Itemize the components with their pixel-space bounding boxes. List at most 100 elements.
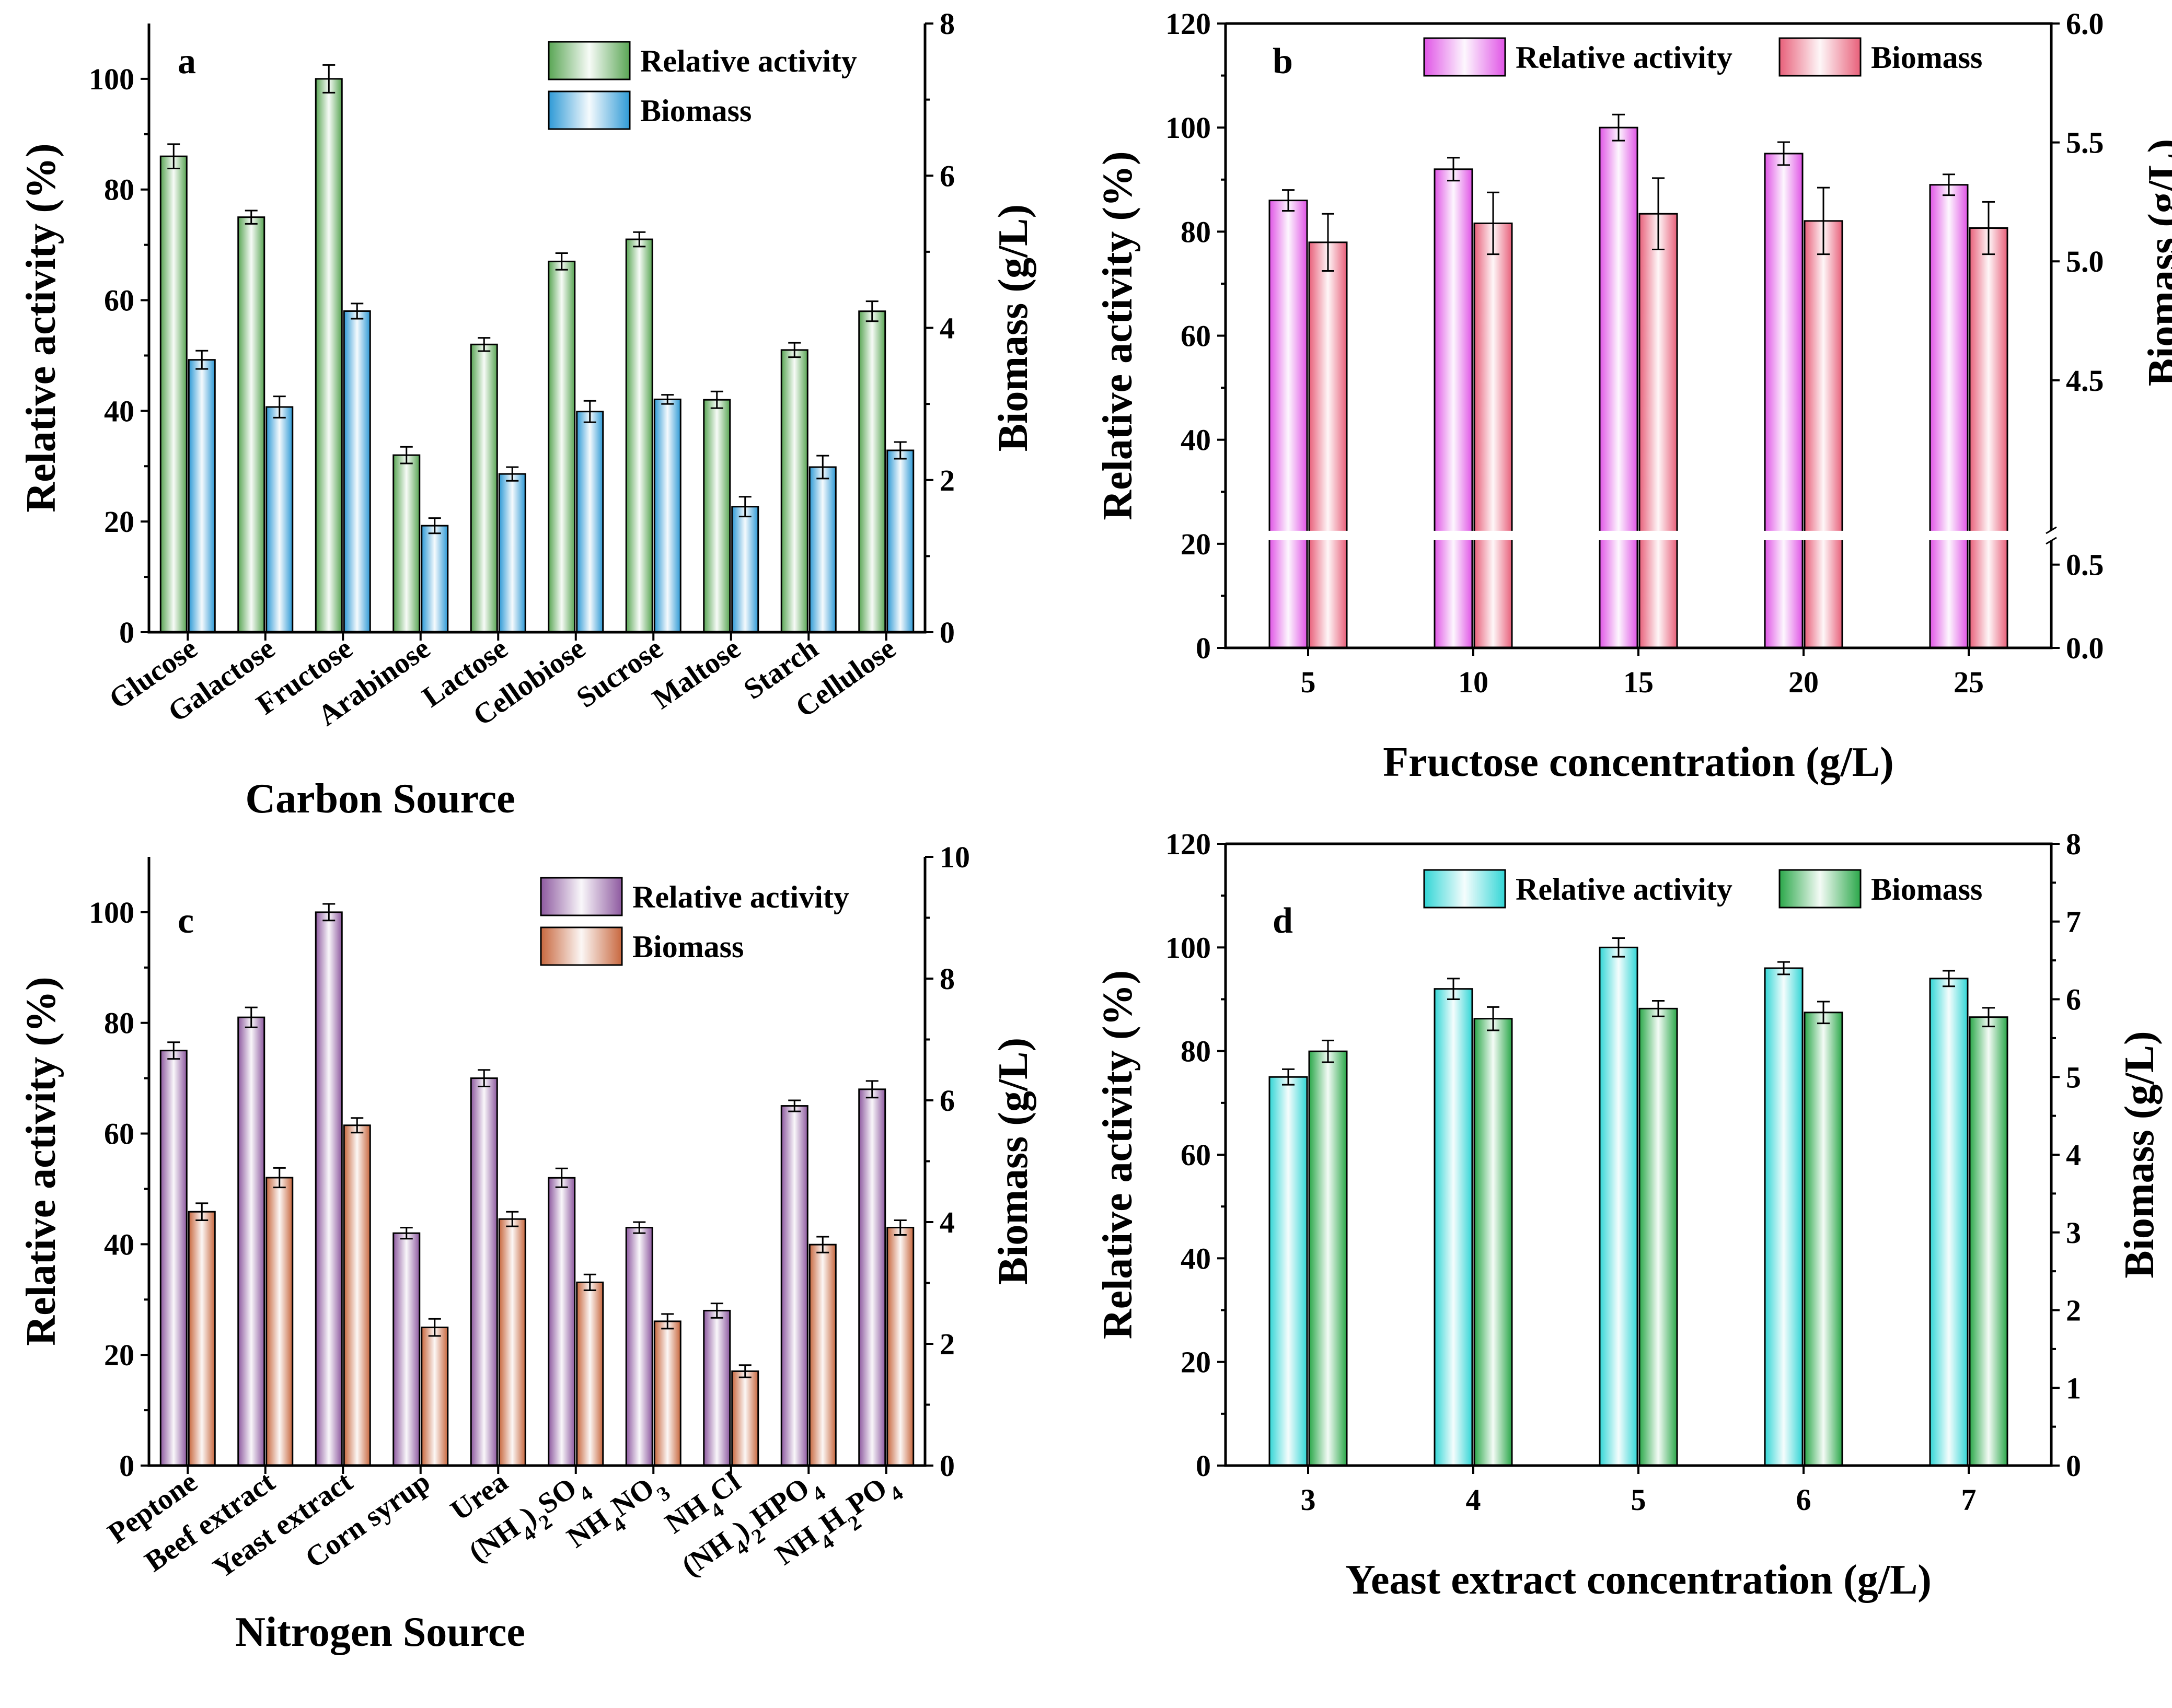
- right-tick-label-d: 5: [2066, 1060, 2081, 1094]
- bar-d-relative-activity-0: [1268, 1076, 1308, 1467]
- axis-frame-b: [1224, 22, 2053, 649]
- left-axis-title-d: Relative activity (%): [1095, 970, 1141, 1339]
- bar-b-biomass-2: [1638, 213, 1678, 649]
- bar-a-biomass-1: [265, 406, 294, 633]
- error-bar-a-0-9: [865, 300, 879, 322]
- error-bar-a-1-7: [738, 496, 752, 518]
- left-tick-label-d: 60: [1181, 1138, 1211, 1172]
- bar-d-relative-activity-3: [1764, 967, 1804, 1467]
- legend-swatch-c-1: [540, 926, 623, 966]
- bar-b-relative-activity-0: [1268, 200, 1308, 649]
- error-bar-d-0-3: [1777, 961, 1790, 975]
- left-tick-label-b: 80: [1181, 215, 1211, 249]
- error-bar-a-1-4: [506, 466, 519, 482]
- bar-c-relative-activity-5: [548, 1177, 576, 1467]
- legend-label-d-1: Biomass: [1871, 872, 1982, 907]
- error-bar-a-1-1: [273, 396, 286, 419]
- legend-swatch-a-0: [548, 41, 631, 80]
- left-axis-title-a: Relative activity (%): [18, 143, 64, 512]
- right-tick-label-d: 4: [2066, 1138, 2081, 1172]
- bar-c-biomass-3: [421, 1327, 449, 1467]
- error-bar-b-1-4: [1982, 201, 1995, 255]
- bar-c-biomass-2: [343, 1124, 371, 1467]
- error-bar-c-0-7: [710, 1303, 723, 1319]
- bar-break-gap: [1424, 530, 1522, 540]
- x-axis-title-a: Carbon Source: [245, 776, 515, 822]
- right-tick-label-d: 1: [2066, 1371, 2081, 1405]
- bar-a-biomass-9: [886, 449, 915, 633]
- legend-swatch-d-1: [1778, 869, 1862, 909]
- bar-c-relative-activity-6: [625, 1227, 653, 1467]
- x-axis-title-c: Nitrogen Source: [235, 1609, 525, 1655]
- axis-frame-c: [147, 857, 927, 1467]
- legend-swatch-b-1: [1778, 37, 1862, 77]
- error-bar-c-0-6: [633, 1221, 646, 1234]
- error-bar-b-0-4: [1943, 173, 1955, 196]
- left-tick-label-c: 80: [104, 1006, 134, 1040]
- bar-c-relative-activity-8: [780, 1105, 808, 1467]
- error-bar-a-0-4: [478, 337, 491, 352]
- bar-c-biomass-1: [265, 1177, 294, 1467]
- left-tick-label-d: 80: [1181, 1035, 1211, 1068]
- bar-a-relative-activity-8: [780, 349, 808, 633]
- category-label-d: 6: [1796, 1483, 1811, 1517]
- category-label-d: 3: [1301, 1483, 1316, 1517]
- left-tick-label-a: 60: [104, 284, 134, 318]
- bar-break-gap: [1754, 530, 1853, 540]
- bar-c-relative-activity-4: [470, 1077, 498, 1467]
- error-bar-d-1-1: [1487, 1006, 1499, 1031]
- right-tick-label-d: 2: [2066, 1294, 2081, 1328]
- bar-a-relative-activity-2: [315, 78, 343, 633]
- error-bar-c-1-1: [273, 1167, 286, 1189]
- bar-c-relative-activity-0: [159, 1050, 188, 1467]
- legend-label-b-0: Relative activity: [1516, 40, 1732, 75]
- error-bar-c-1-0: [195, 1202, 209, 1221]
- legend-swatch-b-0: [1423, 37, 1506, 77]
- bar-d-relative-activity-4: [1929, 978, 1969, 1467]
- panel-label-a: a: [178, 41, 196, 82]
- error-bar-c-1-6: [661, 1313, 674, 1330]
- right-axis-break-gap: [2047, 530, 2055, 541]
- error-bar-c-1-4: [506, 1211, 519, 1227]
- bar-d-biomass-2: [1638, 1007, 1678, 1467]
- category-label-b: 20: [1788, 665, 1819, 699]
- bar-c-biomass-7: [731, 1370, 759, 1467]
- error-bar-c-0-2: [322, 903, 336, 922]
- error-bar-a-0-1: [245, 210, 258, 225]
- right-tick-label-d: 6: [2066, 983, 2081, 1017]
- bar-c-biomass-9: [886, 1226, 915, 1467]
- legend-swatch-a-1: [548, 90, 631, 130]
- bar-a-relative-activity-7: [703, 399, 731, 633]
- error-bar-d-1-3: [1817, 1001, 1830, 1025]
- right-tick-label-c: 4: [940, 1205, 955, 1239]
- error-bar-a-0-0: [167, 143, 180, 169]
- error-bar-c-1-3: [428, 1318, 441, 1337]
- bar-c-biomass-8: [808, 1244, 837, 1467]
- error-bar-a-1-6: [661, 394, 674, 405]
- error-bar-d-0-4: [1943, 970, 1955, 987]
- panel-b: 0 20 40 60 80 100 120 0.0 0.5 4.5 5.0 5.5 6.0 5 10 15 20…: [1095, 7, 2172, 785]
- error-bar-b-1-2: [1652, 177, 1665, 250]
- bar-b-relative-activity-1: [1434, 168, 1473, 649]
- category-label-a: Sucrose: [571, 632, 669, 714]
- left-tick-label-a: 0: [119, 615, 134, 649]
- category-label-b: 15: [1623, 665, 1654, 699]
- error-bar-b-1-3: [1817, 187, 1830, 255]
- error-bar-c-0-9: [865, 1080, 879, 1099]
- error-bar-c-0-4: [478, 1069, 491, 1088]
- right-axis-break-mark: [2046, 526, 2057, 545]
- bar-a-biomass-6: [653, 398, 681, 633]
- category-label-d: 5: [1631, 1483, 1646, 1517]
- legend-swatch-d-0: [1423, 869, 1506, 909]
- left-tick-label-a: 80: [104, 173, 134, 207]
- bar-c-biomass-5: [576, 1281, 604, 1467]
- bar-d-relative-activity-1: [1434, 988, 1473, 1467]
- panel-label-b: b: [1273, 41, 1293, 82]
- bar-break-gap: [1920, 530, 2018, 540]
- bar-b-relative-activity-2: [1599, 126, 1638, 649]
- bar-a-biomass-5: [576, 411, 604, 633]
- bar-d-biomass-0: [1308, 1050, 1348, 1467]
- left-tick-label-a: 100: [89, 62, 134, 96]
